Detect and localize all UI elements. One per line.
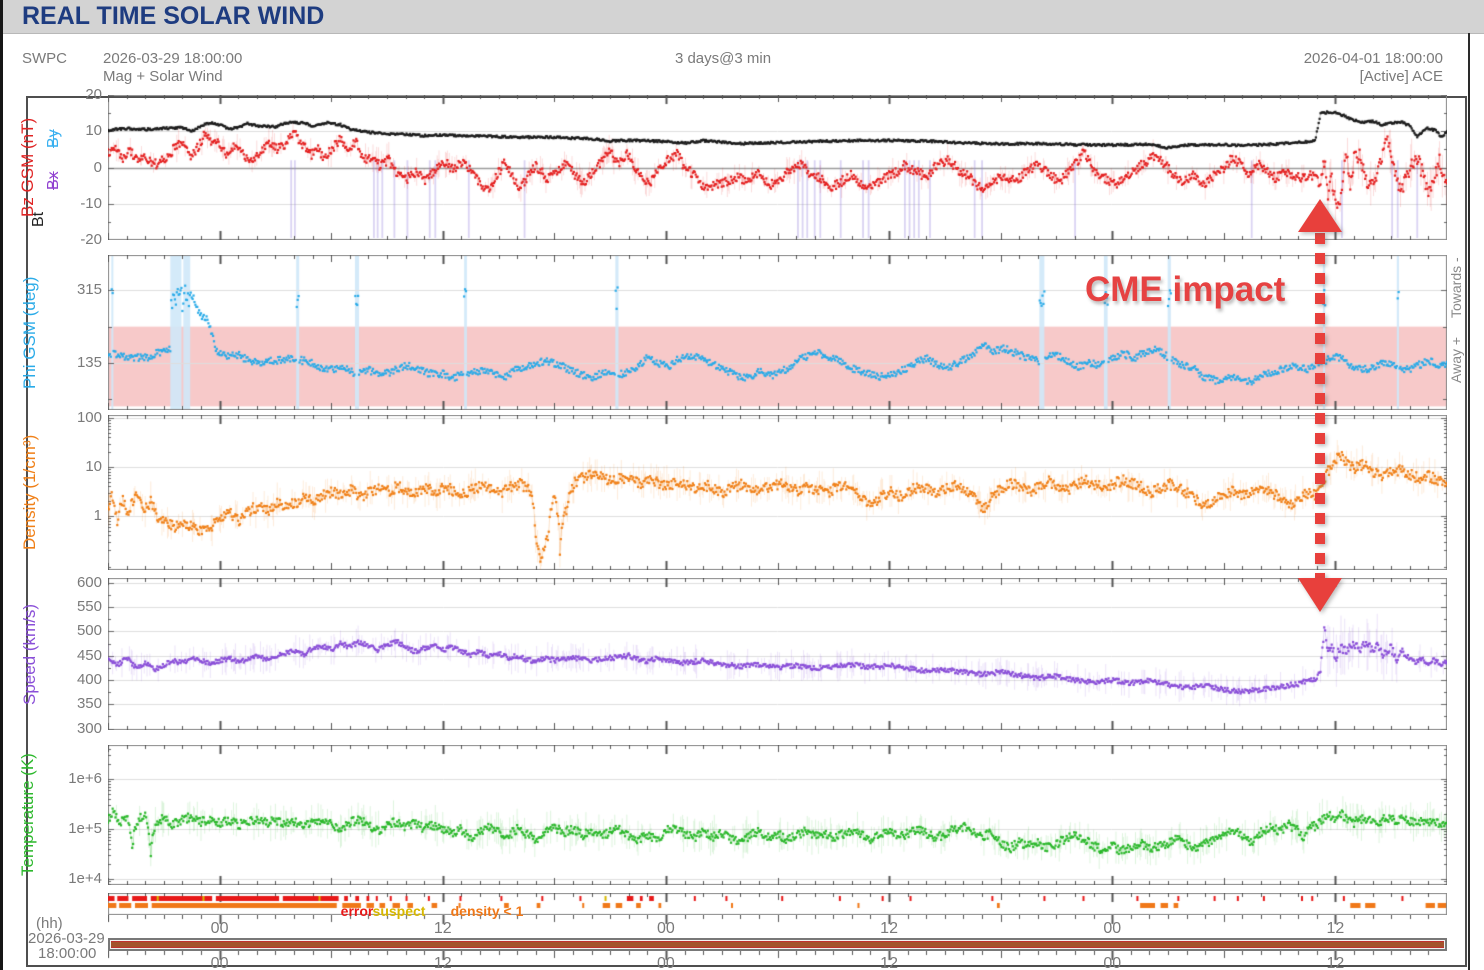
- axis-title-temperature: Temperature (K): [18, 753, 37, 877]
- end-time-label: 2026-04-01 18:00:00: [1303, 50, 1443, 67]
- ytick-mag--10: -10: [80, 194, 102, 212]
- cme-arrowhead-up-icon: [1298, 199, 1342, 232]
- sector-label-away: Away +: [1448, 336, 1464, 384]
- panel-speed-canvas[interactable]: [108, 578, 1447, 730]
- ytick-speed-550: 550: [76, 598, 102, 616]
- sector-label-towards: Towards -: [1448, 257, 1464, 319]
- page-header: [0, 0, 1484, 34]
- time-label-1-66: 12: [1326, 955, 1345, 970]
- cme-impact-arrow: [1315, 213, 1325, 581]
- window-left-border: [0, 0, 3, 970]
- window-right-border: [1468, 33, 1470, 970]
- start-time-label: 2026-03-29 18:00:00: [103, 50, 243, 67]
- cme-arrowhead-down-icon: [1298, 578, 1342, 612]
- ytick-mag-10: 10: [85, 122, 102, 140]
- ytick-phi-135: 135: [76, 354, 102, 372]
- legend-suspect: suspect: [372, 903, 426, 919]
- ytick-phi-315: 315: [76, 281, 102, 299]
- time-label-0-66: 12: [1326, 920, 1345, 937]
- ytick-density-10: 10: [85, 457, 102, 475]
- ytick-density-1: 1: [93, 506, 102, 524]
- footer-date-label: 2026-03-29: [28, 930, 105, 947]
- ytick-density-100: 100: [76, 408, 102, 426]
- time-label-0-18: 12: [433, 920, 452, 937]
- source-label: SWPC: [22, 50, 67, 67]
- time-label-1-30: 00: [657, 955, 675, 970]
- satellite-status-label: [Active] ACE: [1359, 68, 1443, 85]
- ytick-mag--20: -20: [80, 231, 102, 248]
- time-label-0-54: 00: [1103, 920, 1122, 937]
- time-scrollbar-range[interactable]: [111, 941, 1444, 948]
- ytick-speed-450: 450: [76, 646, 102, 664]
- time-label-0-42: 12: [880, 920, 898, 937]
- time-label-1-18: 12: [433, 955, 452, 970]
- ytick-speed-350: 350: [76, 695, 102, 713]
- axis-title-speed: Speed (km/s): [20, 603, 39, 705]
- ytick-temp-1e+6: 1e+6: [68, 770, 102, 788]
- ytick-temp-1e+4: 1e+4: [68, 870, 102, 888]
- panel-temp-canvas[interactable]: [108, 745, 1447, 885]
- panel-flags-canvas[interactable]: [108, 893, 1447, 915]
- time-label-1-6: 00: [210, 955, 229, 970]
- legend-error: error: [340, 903, 374, 919]
- time-label-1-54: 00: [1103, 955, 1122, 970]
- time-label-1-42: 12: [880, 955, 898, 970]
- ytick-speed-400: 400: [76, 670, 102, 688]
- page-title: REAL TIME SOLAR WIND: [22, 2, 325, 30]
- subtitle-label: Mag + Solar Wind: [103, 68, 223, 85]
- time-label-0-6: 00: [210, 920, 229, 937]
- ytick-mag-0: 0: [93, 158, 102, 176]
- hours-unit-label: (hh): [36, 915, 63, 932]
- time-axis-lower: [108, 951, 1447, 962]
- time-scrollbar[interactable]: [108, 938, 1447, 951]
- cme-impact-label: CME impact: [1085, 270, 1286, 309]
- time-label-0-30: 00: [657, 920, 675, 937]
- ytick-speed-600: 600: [76, 573, 102, 591]
- panel-phi-canvas[interactable]: [108, 255, 1447, 410]
- panel-mag-canvas[interactable]: [108, 95, 1447, 240]
- time-axis-upper: [108, 915, 1447, 926]
- legend-density-lt-1: density < 1: [450, 903, 524, 919]
- ytick-mag-20: 20: [85, 86, 102, 103]
- axis-title-density: Density (1/cm³): [20, 434, 39, 551]
- ytick-speed-500: 500: [76, 622, 102, 640]
- axis-title-phi: Phi GSM (deg): [20, 276, 39, 389]
- ytick-temp-1e+5: 1e+5: [68, 820, 102, 838]
- ytick-speed-300: 300: [76, 719, 102, 737]
- panel-density-canvas[interactable]: [108, 415, 1447, 570]
- resolution-label: 3 days@3 min: [674, 50, 772, 67]
- footer-time-label: 18:00:00: [38, 945, 97, 962]
